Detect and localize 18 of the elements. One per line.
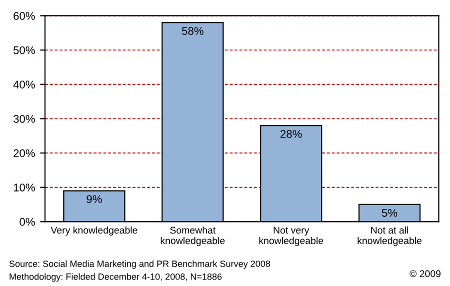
y-tick-label: 20% (14, 149, 35, 158)
x-tick-label: Very knowledgeable (50, 226, 138, 236)
source-note: Source: Social Media Marketing and PR Benchmark Survey 2008 (9, 260, 270, 269)
y-tick-label: 30% (13, 114, 35, 123)
y-tick-label: 10% (14, 184, 35, 192)
text: Methodology: Fielded December 4-10, 2008, N=1886 (10, 273, 222, 282)
x-tick-label: Not at all knowledgeable (358, 226, 422, 246)
x-tick-label: Not very knowledgeable (259, 226, 324, 246)
y-tick-label: 60% (14, 12, 35, 20)
y-tick-label: 50% (13, 46, 35, 54)
data-label: 5% (382, 209, 398, 217)
y-tick-label: 0% (20, 218, 35, 226)
text: © 2009 (410, 270, 441, 278)
y-tick-label: 40% (13, 80, 35, 89)
x-tick-label: Somewhat knowledgeable (160, 226, 225, 246)
data-label: 28% (280, 130, 302, 138)
data-label: 9% (86, 195, 102, 204)
data-label: 58% (182, 27, 204, 35)
